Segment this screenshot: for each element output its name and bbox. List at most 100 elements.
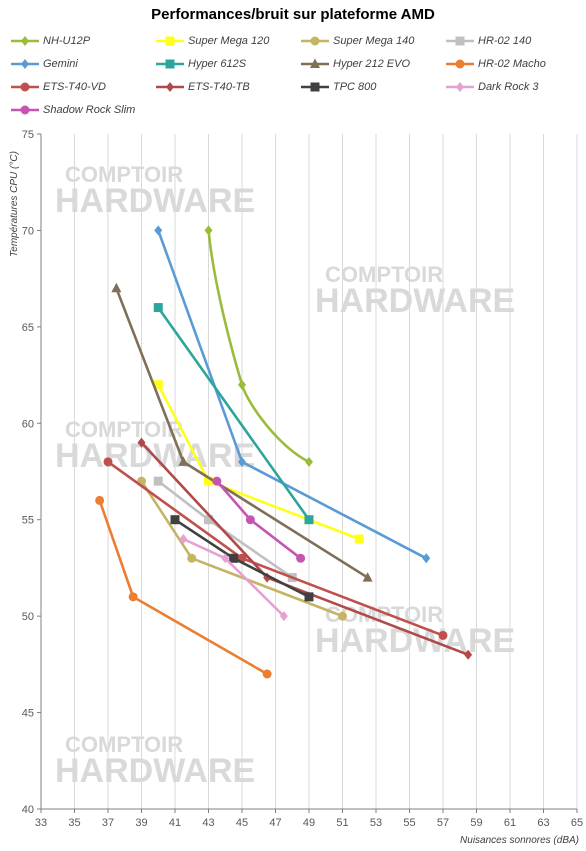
data-point [128,592,138,602]
y-tick-label: 70 [22,225,34,237]
data-point [153,476,163,486]
data-point [154,225,163,236]
legend: NH-U12P Super Mega 120 Super Mega 140 HR-02… [10,32,580,122]
data-point [338,611,347,621]
x-tick-label: 55 [403,817,415,829]
legend-item: Super Mega 140 [300,32,414,50]
legend-marker [20,82,30,92]
series-tpc-800 [170,515,314,602]
legend-label: ETS-T40-TB [188,81,250,93]
legend-label: Shadow Rock Slim [43,104,136,116]
legend-item: Hyper 612S [155,55,246,73]
series-hr-02-macho [95,495,272,679]
legend-item: Shadow Rock Slim [10,101,135,119]
chart-title: Performances/bruit sur plateforme AMD [151,6,435,23]
series-super-mega-140 [137,476,347,621]
data-point [179,534,188,544]
legend-label: Super Mega 140 [333,35,415,47]
legend-swatch [446,59,474,69]
svg-text:COMPTOIR: COMPTOIR [65,162,183,187]
data-point [212,476,222,486]
legend-label: NH-U12P [43,35,91,47]
data-point [464,649,473,660]
series-line [207,230,310,464]
y-tick-label: 65 [22,322,34,334]
x-tick-label: 47 [269,817,281,829]
data-point [153,303,163,313]
data-point [103,457,113,467]
legend-marker [20,105,30,115]
x-axis-label: Nuisances sonnores (dBA) [460,835,579,846]
data-point [221,553,230,564]
y-tick-label: 50 [22,611,34,623]
legend-item: NH-U12P [10,32,90,50]
legend-marker [165,36,175,46]
legend-label: Hyper 612S [188,58,247,70]
legend-label: Hyper 212 EVO [333,58,411,70]
legend-item: TPC 800 [300,78,376,96]
legend-swatch [446,36,474,46]
data-point [354,534,364,544]
series-ets-t40-vd [103,457,448,640]
y-axis-label: Températures CPU (°C) [9,151,20,257]
legend-marker [21,59,29,69]
legend-marker [310,82,320,92]
legend-label: Gemini [43,58,78,70]
legend-label: Super Mega 120 [188,35,270,47]
y-tick-label: 40 [22,804,34,816]
x-tick-label: 59 [470,817,482,829]
series-hyper-212-evo [111,282,373,582]
x-tick-label: 41 [169,817,181,829]
data-point [279,611,288,622]
x-tick-label: 33 [35,817,47,829]
series-dark-rock-3 [179,534,288,622]
data-point [245,515,255,525]
data-point [229,553,239,563]
series-nh-u12p [204,225,313,467]
legend-swatch [156,36,184,46]
data-point [170,515,180,525]
legend-swatch [301,58,329,68]
legend-item: ETS-T40-TB [155,78,250,96]
legend-swatch [156,59,184,69]
y-tick-label: 75 [22,129,34,141]
legend-label: ETS-T40-VD [43,81,106,93]
legend-item: Super Mega 120 [155,32,269,50]
svg-text:COMPTOIR: COMPTOIR [325,262,443,287]
x-tick-label: 51 [336,817,348,829]
legend-marker [455,59,465,69]
data-point [304,515,314,525]
y-tick-label: 45 [22,708,34,720]
data-point [238,379,246,390]
x-tick-label: 35 [68,817,80,829]
legend-label: Dark Rock 3 [478,81,539,93]
legend-label: HR-02 140 [478,35,532,47]
x-tick-label: 39 [135,817,147,829]
x-tick-label: 45 [236,817,248,829]
svg-text:HARDWARE: HARDWARE [315,282,515,320]
legend-swatch [301,82,329,92]
data-point [137,437,146,448]
data-point [422,553,431,564]
data-point [296,553,306,563]
legend-swatch [11,59,39,69]
series-line [215,480,302,560]
legend-swatch [156,82,184,92]
series-hyper-612s [153,303,314,525]
legend-marker [166,82,174,92]
svg-text:COMPTOIR: COMPTOIR [65,732,183,757]
series-shadow-rock-slim [212,476,306,563]
legend-swatch [446,82,474,92]
data-point [438,630,448,640]
svg-text:HARDWARE: HARDWARE [55,752,255,790]
legend-item: ETS-T40-VD [10,78,106,96]
legend-item: Dark Rock 3 [445,78,539,96]
legend-item: Gemini [10,55,78,73]
x-tick-label: 53 [370,817,382,829]
data-point [238,456,246,467]
data-point [178,456,189,466]
